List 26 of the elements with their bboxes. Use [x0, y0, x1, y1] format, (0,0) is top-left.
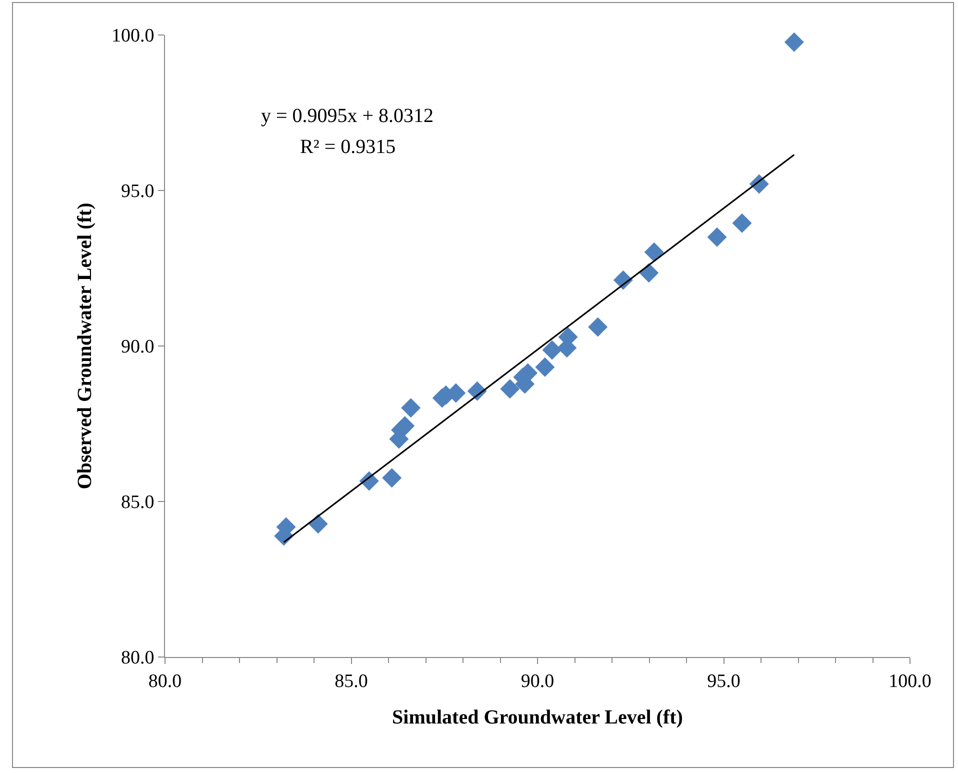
point: [395, 416, 415, 436]
point: [732, 213, 752, 233]
point: [644, 242, 664, 262]
point: [382, 468, 402, 488]
x-axis-title: Simulated Groundwater Level (ft): [392, 706, 683, 728]
y-axis-title: Observed Groundwater Level (ft): [74, 202, 96, 490]
x-tick-label: 95.0: [707, 670, 740, 692]
point: [784, 32, 804, 52]
x-tick-label: 80.0: [148, 670, 182, 692]
x-tick-label: 100.0: [888, 670, 932, 692]
y-tick-label: 90.0: [120, 336, 154, 358]
point: [707, 227, 727, 247]
annotation: R² = 0.9315: [300, 136, 396, 158]
y-tick-label: 80.0: [120, 648, 154, 669]
y-tick-label: 85.0: [120, 492, 154, 514]
point: [535, 357, 555, 377]
point: [401, 398, 421, 418]
annotation: y = 0.9095x + 8.0312: [261, 105, 434, 127]
point: [542, 340, 562, 360]
x-tick-label: 85.0: [334, 670, 368, 692]
point: [588, 317, 608, 337]
x-tick-label: 90.0: [520, 670, 554, 692]
y-tick-label: 95.0: [120, 181, 154, 202]
point: [308, 514, 328, 534]
point: [500, 379, 520, 399]
y-tick-label: 100.0: [111, 26, 154, 47]
